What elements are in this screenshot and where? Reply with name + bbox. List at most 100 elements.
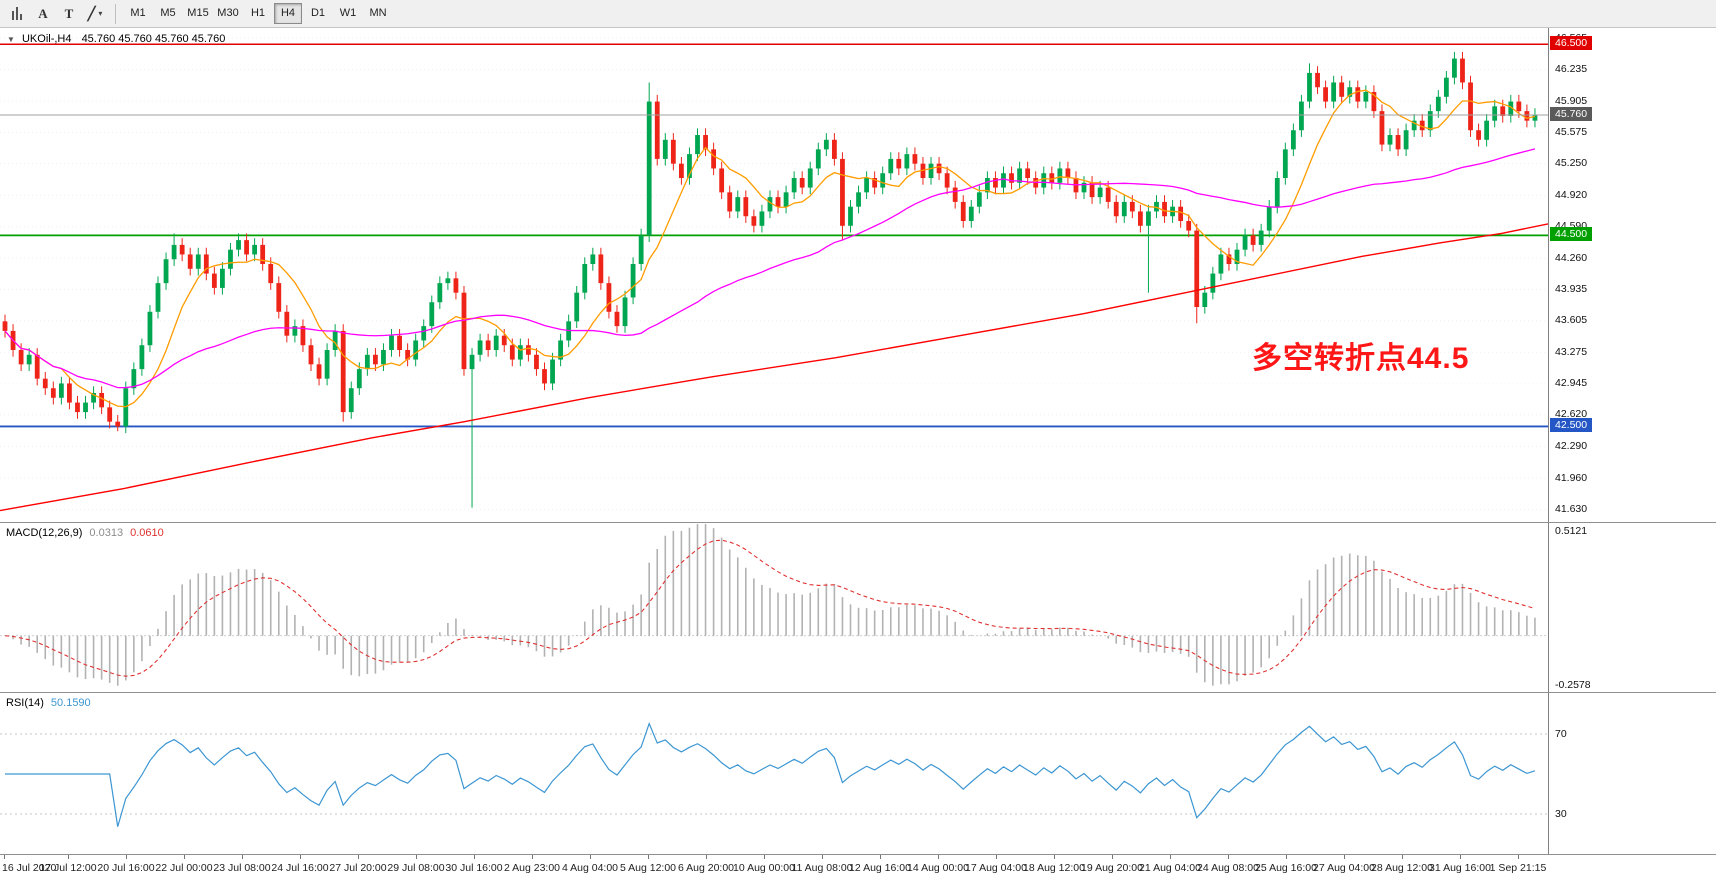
time-tick (532, 855, 533, 859)
candle (799, 178, 805, 188)
candle (220, 268, 225, 288)
time-tick (474, 855, 475, 859)
text-cursor-icon[interactable]: A (38, 5, 48, 21)
candle (155, 283, 161, 312)
candle (1363, 92, 1369, 102)
candle (1009, 173, 1014, 183)
price-tag: 45.760 (1550, 106, 1593, 121)
candle (1113, 201, 1119, 217)
candle (807, 168, 813, 188)
candle (606, 283, 612, 312)
candle (1532, 114, 1538, 121)
candle (1178, 206, 1184, 222)
candle (501, 335, 507, 346)
draw-tools-icon[interactable]: ╱ ▾ (87, 5, 103, 21)
price-chart[interactable] (0, 28, 1548, 522)
candle (791, 178, 797, 193)
time-tick (358, 855, 359, 859)
candle (711, 149, 717, 169)
time-axis-label: 4 Aug 04:00 (561, 862, 619, 874)
candle (115, 421, 121, 427)
timeframe-m1-button[interactable]: M1 (130, 7, 146, 19)
macd-axis-label: -0.2578 (1555, 679, 1591, 691)
dropdown-triangle-icon[interactable]: ▼ (7, 35, 15, 44)
macd-signal-value: 0.0610 (130, 527, 164, 539)
candle (1508, 101, 1514, 116)
candle (695, 135, 700, 155)
candle (1371, 92, 1377, 112)
candle (888, 158, 894, 174)
candle (421, 326, 427, 341)
candle (1468, 82, 1473, 131)
text-tool-icon[interactable]: T (64, 5, 74, 21)
timeframe-m15-button[interactable]: M15 (187, 7, 209, 19)
time-axis-label: 28 Aug 12:00 (1371, 862, 1433, 874)
candle (993, 178, 998, 188)
trade-note-annotation: 多空转折点44.5 (1252, 342, 1470, 375)
candle (582, 264, 588, 293)
price-axis-label: 43.605 (1555, 314, 1588, 327)
timeframe-h4-button[interactable]: H4 (274, 3, 302, 24)
candle (1081, 182, 1087, 193)
timeframe-m30-button[interactable]: M30 (217, 7, 239, 19)
timeframe-m5-button[interactable]: M5 (160, 7, 176, 19)
candle (646, 101, 652, 236)
timeframe-d1-button[interactable]: D1 (310, 7, 326, 19)
candle (1274, 178, 1280, 207)
chart-ohlc-values: 45.760 45.760 45.760 45.760 (81, 33, 226, 45)
candle (316, 364, 322, 379)
panel-separator[interactable] (0, 522, 1716, 523)
time-axis[interactable]: 16 Jul 2020 17 Jul 12:00 20 Jul 16:00 22 Ju… (0, 855, 1716, 895)
candle (944, 173, 950, 188)
candle (880, 173, 886, 188)
candle (1460, 58, 1465, 83)
candle (437, 283, 443, 303)
candle (211, 273, 217, 288)
panel-separator (0, 854, 1716, 855)
timeframe-mn-button[interactable]: MN (369, 7, 387, 19)
timeframe-h1-button[interactable]: H1 (250, 7, 266, 19)
candle (2, 321, 8, 331)
candle (187, 254, 193, 269)
candle (1315, 72, 1320, 88)
timeframe-button-group: M1 M5 M15 M30 H1 H4 D1 W1 MN (123, 3, 393, 24)
candle (864, 178, 870, 193)
candle (719, 168, 725, 193)
candle (99, 393, 105, 408)
rsi-label: RSI(14) 50.1590 (6, 697, 91, 709)
price-axis[interactable]: 46.56546.23545.90545.57545.25044.92044.5… (1548, 28, 1716, 895)
bar-chart-icon[interactable] (5, 3, 29, 25)
price-axis-label: 42.945 (1555, 377, 1588, 390)
time-axis-label: 25 Aug 16:00 (1255, 862, 1317, 874)
candle (558, 340, 564, 360)
time-tick (938, 855, 939, 859)
candle (131, 369, 137, 389)
candle (179, 244, 185, 255)
candle (848, 206, 853, 226)
candle (397, 335, 402, 351)
candle (493, 335, 499, 351)
time-tick (880, 855, 881, 859)
rsi-indicator-chart[interactable] (0, 694, 1548, 854)
candle (163, 259, 169, 284)
macd-indicator-chart[interactable] (0, 524, 1548, 692)
candle (260, 244, 266, 265)
candle (340, 330, 346, 413)
timeframe-w1-button[interactable]: W1 (339, 7, 357, 19)
candle (107, 407, 113, 422)
candle (203, 254, 209, 274)
candle (1419, 120, 1425, 131)
candle (252, 244, 258, 255)
time-axis-label: 20 Jul 16:00 (97, 862, 155, 874)
candle (485, 340, 491, 351)
panel-separator[interactable] (0, 692, 1716, 693)
chart-title: ▼ UKOil-,H4 45.760 45.760 45.760 45.760 (7, 33, 225, 45)
toolbar-icon-group: A T ╱ ▾ (4, 3, 108, 25)
candle (1065, 168, 1071, 179)
candle (614, 311, 620, 327)
price-axis-label: 45.905 (1555, 94, 1588, 107)
candle (1097, 187, 1103, 198)
price-axis-label: 44.920 (1555, 188, 1588, 201)
chevron-down-icon: ▾ (98, 9, 103, 18)
candle (1089, 182, 1095, 198)
